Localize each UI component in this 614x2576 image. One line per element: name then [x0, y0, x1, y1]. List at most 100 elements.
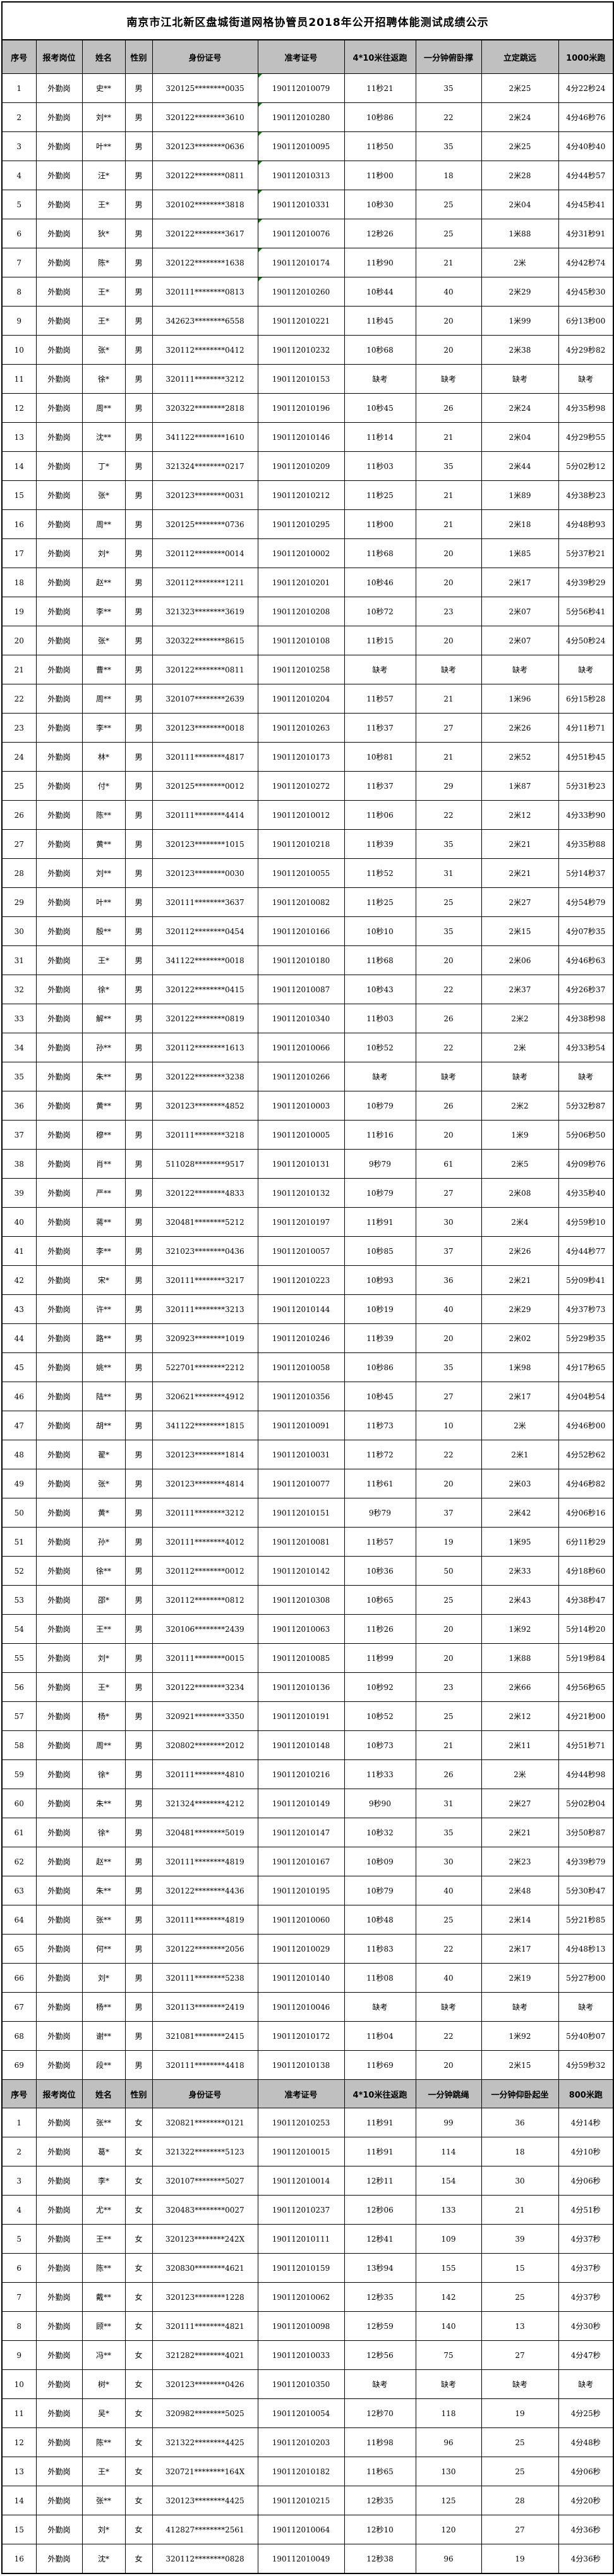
cell-index: 64: [1, 1905, 37, 1935]
cell-position: 外勤岗: [35, 975, 83, 1004]
cell-position: 外勤岗: [35, 945, 83, 975]
cell-pushups: 22: [415, 2021, 482, 2051]
male-table-row: 21 外勤岗 曹** 男 320122********0811 190112010258 缺…: [1, 655, 614, 684]
cell-shuttle-run: 11秒08: [344, 1963, 416, 1993]
cell-rope-skipping: 133: [415, 2195, 482, 2225]
cell-gender: 男: [124, 509, 153, 539]
cell-ticket-number: 190112010079: [257, 73, 345, 103]
cell-shuttle-run: 10秒73: [344, 1730, 416, 1760]
cell-index: 35: [1, 1062, 37, 1091]
cell-index: 53: [1, 1585, 37, 1615]
cell-index: 54: [1, 1614, 37, 1644]
cell-index: 50: [1, 1498, 37, 1528]
cell-index: 43: [1, 1294, 37, 1324]
cell-name: 顾**: [81, 2311, 126, 2341]
cell-position: 外勤岗: [35, 1847, 83, 1876]
cell-index: 17: [1, 538, 37, 568]
cell-run-1000m: 4分21秒00: [558, 1701, 614, 1731]
cell-position: 外勤岗: [35, 190, 83, 219]
cell-index: 55: [1, 1643, 37, 1673]
cell-position: 外勤岗: [35, 1265, 83, 1295]
cell-id-number: 320111********3218: [152, 1120, 258, 1150]
cell-shuttle-run: 12秒38: [344, 2544, 416, 2574]
cell-standing-jump: 2米: [481, 1411, 559, 1440]
cell-pushups: 30: [415, 1847, 482, 1876]
cell-position: 外勤岗: [35, 2486, 83, 2515]
male-table-row: 59 外勤岗 徐* 男 320111********4810 190112010216 11…: [1, 1759, 614, 1789]
female-table-row: 1 外勤岗 张** 女 320821********0121 190112010253 11…: [1, 2108, 614, 2137]
cell-gender: 男: [124, 713, 153, 743]
cell-pushups: 22: [415, 800, 482, 830]
cell-pushups: 31: [415, 1789, 482, 1818]
cell-name: 陈**: [81, 800, 126, 830]
cell-gender: 男: [124, 1265, 153, 1295]
cell-position: 外勤岗: [35, 1527, 83, 1557]
cell-run-1000m: 4分38秒98: [558, 1004, 614, 1033]
cell-id-number: 320122********4833: [152, 1178, 258, 1208]
cell-shuttle-run: 12秒35: [344, 2486, 416, 2515]
male-table-row: 52 外勤岗 徐** 男 320112********0012 190112010142 1…: [1, 1556, 614, 1586]
cell-name: 刘*: [81, 538, 126, 568]
cell-ticket-number: 190112010258: [257, 655, 345, 684]
cell-shuttle-run: 10秒72: [344, 597, 416, 626]
cell-name: 尤**: [81, 2195, 126, 2225]
male-table-row: 36 外勤岗 黄** 男 320123********4852 190112010003 1…: [1, 1091, 614, 1121]
cell-id-number: 320111********4821: [152, 2311, 258, 2341]
cell-run-800m: 4分37秒: [558, 2253, 614, 2283]
cell-run-1000m: 4分45秒30: [558, 277, 614, 307]
cell-index: 33: [1, 1004, 37, 1033]
cell-name: 沈**: [81, 422, 126, 452]
male-table-row: 47 外勤岗 胡** 男 341122********1815 190112010091 1…: [1, 1411, 614, 1440]
cell-name: 张**: [81, 2486, 126, 2515]
cell-standing-jump: 2米24: [481, 393, 559, 423]
cell-name: 史**: [81, 73, 126, 103]
cell-index: 59: [1, 1759, 37, 1789]
cell-standing-jump: 2米18: [481, 509, 559, 539]
cell-shuttle-run: 10秒85: [344, 1236, 416, 1266]
cell-gender: 男: [124, 1062, 153, 1091]
cell-shuttle-run: 10秒09: [344, 1847, 416, 1876]
cell-index: 52: [1, 1556, 37, 1586]
cell-shuttle-run: 10秒48: [344, 1905, 416, 1935]
cell-id-number: 320111********3212: [152, 364, 258, 394]
cell-name: 徐*: [81, 364, 126, 394]
cell-id-number: 320112********0412: [152, 335, 258, 365]
cell-ticket-number: 190112010280: [257, 102, 345, 132]
cell-shuttle-run: 11秒15: [344, 626, 416, 655]
cell-gender: 男: [124, 1992, 153, 2022]
cell-id-number: 320821********0121: [152, 2108, 258, 2137]
cell-ticket-number: 190112010263: [257, 713, 345, 743]
cell-pushups: 27: [415, 713, 482, 743]
cell-name: 刘*: [81, 1643, 126, 1673]
cell-run-1000m: 缺考: [558, 1062, 614, 1091]
cell-id-number: 341122********1815: [152, 1411, 258, 1440]
cell-standing-jump: 1米88: [481, 219, 559, 248]
cell-index: 31: [1, 945, 37, 975]
cell-situps: 25: [481, 2282, 559, 2312]
cell-run-1000m: 4分39秒29: [558, 568, 614, 597]
cell-standing-jump: 2米17: [481, 568, 559, 597]
male-table-row: 7 外勤岗 陈* 男 320122********1638 190112010174 11秒…: [1, 248, 614, 277]
cell-standing-jump: 2米12: [481, 1701, 559, 1731]
cell-id-number: 511028********9517: [152, 1149, 258, 1179]
cell-standing-jump: 2米19: [481, 1963, 559, 1993]
cell-gender: 男: [124, 829, 153, 859]
cell-situps: 18: [481, 2137, 559, 2166]
cell-run-1000m: 4分04秒54: [558, 1382, 614, 1411]
cell-index: 15: [1, 2515, 37, 2544]
cell-index: 68: [1, 2021, 37, 2051]
cell-ticket-number: 190112010182: [257, 2457, 345, 2486]
cell-position: 外勤岗: [35, 1440, 83, 1469]
cell-id-number: 320102********3818: [152, 190, 258, 219]
cell-standing-jump: 2米37: [481, 975, 559, 1004]
cell-index: 16: [1, 509, 37, 539]
column-header-situps: 一分钟仰卧起坐: [481, 2079, 559, 2108]
cell-shuttle-run: 10秒45: [344, 393, 416, 423]
cell-pushups: 22: [415, 1440, 482, 1469]
cell-id-number: 320122********3617: [152, 219, 258, 248]
cell-name: 狄*: [81, 219, 126, 248]
cell-id-number: 320107********5027: [152, 2166, 258, 2196]
cell-rope-skipping: 75: [415, 2340, 482, 2370]
cell-shuttle-run: 11秒61: [344, 1469, 416, 1498]
cell-pushups: 20: [415, 1323, 482, 1353]
